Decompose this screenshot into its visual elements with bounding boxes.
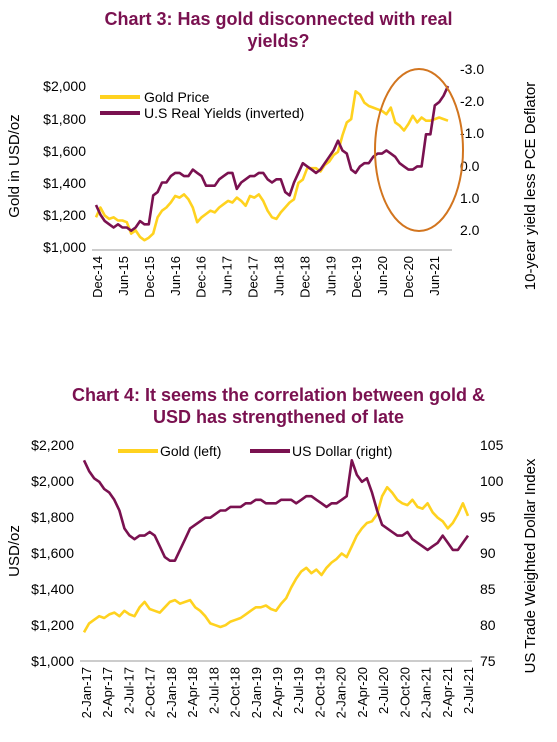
chart3-ytick-label: $1,400 <box>43 175 86 191</box>
chart3-xtick-label: Dec-16 <box>194 256 209 298</box>
chart4-xtick-label: 2-Apr-17 <box>100 667 115 718</box>
chart3-ytick-label: $1,200 <box>43 207 86 223</box>
chart3-xtick-label: Dec-20 <box>401 256 416 298</box>
chart4-ytick-label: $1,000 <box>31 653 74 669</box>
chart4-xtick-label: 2-Jul-17 <box>121 667 136 714</box>
chart4-title: Chart 4: It seems the correlation betwee… <box>71 385 486 427</box>
chart4-xtick-label: 2-Jul-18 <box>206 667 221 714</box>
chart3-xtick-label: Jun-18 <box>271 256 286 296</box>
chart4-xtick-label: 2-Jan-20 <box>334 667 349 718</box>
chart4-y2tick-label: 85 <box>480 581 496 597</box>
chart3-y2tick-label: -3.0 <box>460 61 484 77</box>
chart3-legend-label: Gold Price <box>144 89 210 105</box>
chart4-xtick-label: 2-Jul-21 <box>461 667 476 714</box>
chart4-xtick-label: 2-Apr-19 <box>270 667 285 718</box>
chart4-xtick-label: 2-Jul-20 <box>376 667 391 714</box>
chart3-xtick-label: Dec-17 <box>246 256 261 298</box>
chart4-legend-label: Gold (left) <box>160 443 221 459</box>
chart4-ytick-label: $1,400 <box>31 581 74 597</box>
chart4-ytick-label: $2,000 <box>31 473 74 489</box>
chart3-xtick-label: Jun-15 <box>116 256 131 296</box>
chart3-series-primary-line <box>94 90 449 242</box>
chart4-xtick-label: 2-Oct-17 <box>143 667 158 718</box>
chart3-xtick-label: Dec-18 <box>297 256 312 298</box>
chart3-ytick-label: $1,600 <box>43 143 86 159</box>
chart3-xtick-label: Jun-16 <box>168 256 183 296</box>
chart3-legend-label: U.S Real Yields (inverted) <box>144 105 304 121</box>
chart3-ytick-label: $2,000 <box>43 78 86 94</box>
chart4-ytick-label: $1,600 <box>31 545 74 561</box>
chart4-y2label: US Trade Weighted Dollar Index <box>522 458 539 673</box>
chart4-xtick-label: 2-Apr-21 <box>440 667 455 718</box>
chart4-series-primary-line <box>82 485 470 633</box>
chart3-y2tick-label: 0.0 <box>460 158 480 174</box>
chart4-xtick-label: 2-Jan-18 <box>164 667 179 718</box>
chart4-ytick-label: $1,800 <box>31 509 74 525</box>
chart4-y2tick-label: 95 <box>480 509 496 525</box>
chart4-y2tick-label: 80 <box>480 617 496 633</box>
chart4-xtick-label: 2-Jan-19 <box>249 667 264 718</box>
chart3-y2tick-label: -2.0 <box>460 93 484 109</box>
chart4-xtick-label: 2-Oct-18 <box>228 667 243 718</box>
chart3-highlight-circle <box>374 68 464 232</box>
chart4-xtick-label: 2-Oct-19 <box>312 667 327 718</box>
chart3-title: Chart 3: Has gold disconnected with real… <box>104 9 453 51</box>
chart4-xtick-label: 2-Jan-17 <box>79 667 94 718</box>
chart4-y2tick-label: 75 <box>480 653 496 669</box>
chart3-xtick-label: Jun-21 <box>427 256 442 296</box>
chart4-ytick-label: $1,200 <box>31 617 74 633</box>
chart3-y2tick-label: 1.0 <box>460 190 480 206</box>
chart4-ylabel: USD/oz <box>6 525 23 577</box>
chart4-xtick-label: 2-Jan-21 <box>419 667 434 718</box>
chart3-ylabel: Gold in USD/oz <box>6 114 23 217</box>
chart4-xtick-label: 2-Oct-20 <box>397 667 412 718</box>
chart3-xtick-label: Jun-20 <box>375 256 390 296</box>
chart4-y2tick-label: 100 <box>480 473 504 489</box>
chart3-xtick-label: Dec-14 <box>90 256 105 298</box>
chart4-xtick-label: 2-Jul-19 <box>291 667 306 714</box>
chart3-ytick-label: $1,000 <box>43 239 86 255</box>
chart3-xtick-label: Dec-19 <box>349 256 364 298</box>
chart4-xtick-label: 2-Apr-20 <box>355 667 370 718</box>
chart3-series-secondary-line <box>94 85 450 232</box>
chart4-y2tick-label: 90 <box>480 545 496 561</box>
chart3-xtick-label: Jun-19 <box>323 256 338 296</box>
chart3-y2label: 10-year yield less PCE Deflator <box>522 82 539 290</box>
chart4-xtick-label: 2-Apr-18 <box>185 667 200 718</box>
chart4-y2tick-label: 105 <box>480 437 504 453</box>
chart3: Gold in USD/oz 10-year yield less PCE De… <box>6 61 539 298</box>
chart3-xtick-label: Dec-15 <box>142 256 157 298</box>
chart3-xtick-label: Jun-17 <box>220 256 235 296</box>
chart4-legend-label: US Dollar (right) <box>292 443 392 459</box>
chart3-ytick-label: $1,800 <box>43 111 86 127</box>
chart3-y2tick-label: -1.0 <box>460 125 484 141</box>
chart4-series-secondary-line <box>82 459 470 562</box>
chart3-y2tick-label: 2.0 <box>460 222 480 238</box>
chart4-ytick-label: $2,200 <box>31 437 74 453</box>
